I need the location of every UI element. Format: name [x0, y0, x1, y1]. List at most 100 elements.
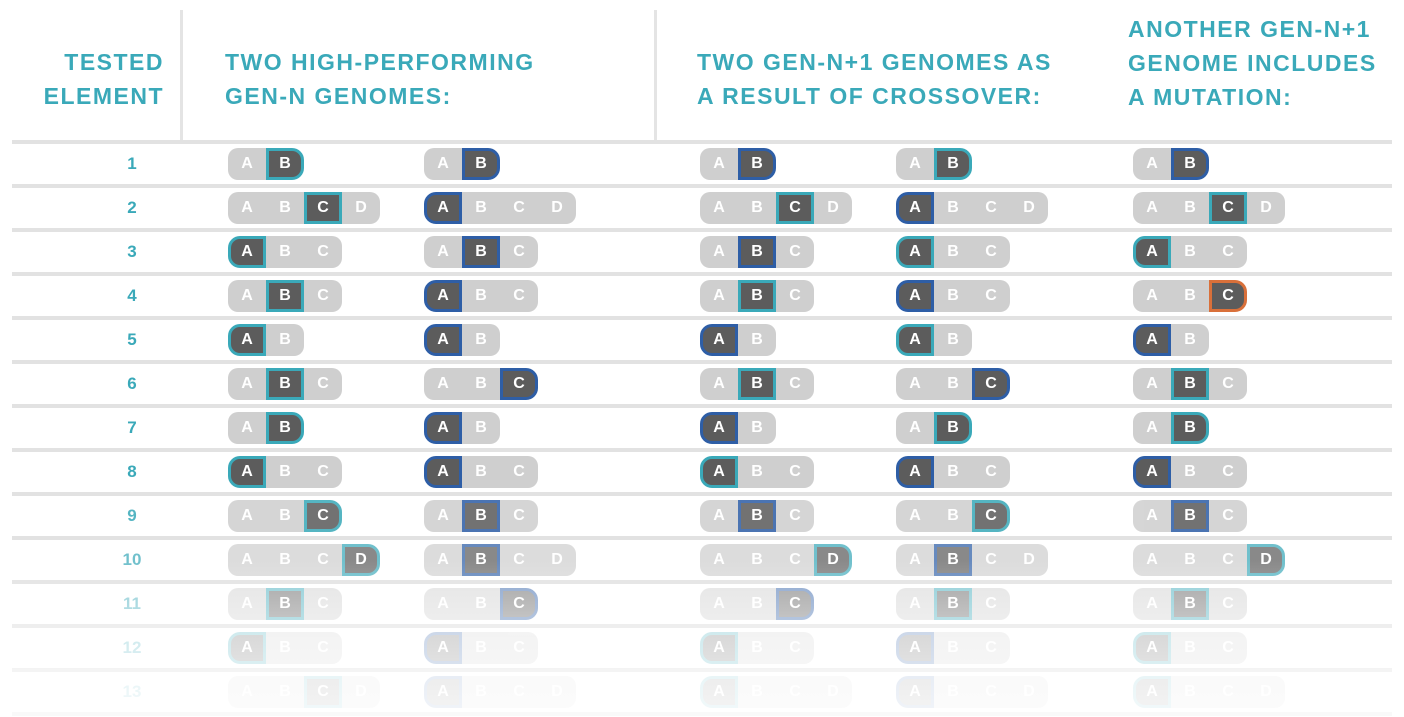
- gene-option-c: C: [500, 544, 538, 576]
- tested-element-number: 9: [127, 506, 137, 525]
- selected-gene-c: C: [500, 368, 538, 400]
- gene-option-c: C: [972, 280, 1010, 312]
- gene-option-c: C: [1209, 544, 1247, 576]
- gene-option-c: C: [304, 280, 342, 312]
- gene-option-a: A: [700, 368, 738, 400]
- selected-gene-c: C: [304, 500, 342, 532]
- gene-option-a: A: [896, 368, 934, 400]
- gene-option-c: C: [776, 280, 814, 312]
- gene-option-a: A: [424, 148, 462, 180]
- tested-element-number: 10: [122, 550, 142, 569]
- gene-option-c: C: [1209, 676, 1247, 708]
- gene-option-a: A: [228, 544, 266, 576]
- gene-option-d: D: [1010, 676, 1048, 708]
- gene-option-a: A: [228, 676, 266, 708]
- selected-gene-a: A: [896, 192, 934, 224]
- selected-gene-b: B: [1171, 148, 1209, 180]
- gene-option-c: C: [776, 676, 814, 708]
- gene-option-b: B: [738, 412, 776, 444]
- selected-gene-a: A: [1133, 236, 1171, 268]
- gene-option-a: A: [424, 500, 462, 532]
- selected-gene-b: B: [462, 544, 500, 576]
- gene-option-b: B: [266, 632, 304, 664]
- selected-gene-a: A: [700, 632, 738, 664]
- gene-option-c: C: [1209, 632, 1247, 664]
- gene-option-a: A: [424, 544, 462, 576]
- selected-gene-a: A: [896, 280, 934, 312]
- gene-option-c: C: [500, 500, 538, 532]
- row-divider: [12, 404, 1392, 408]
- selected-gene-b: B: [738, 148, 776, 180]
- gene-option-d: D: [814, 676, 852, 708]
- gene-option-b: B: [1171, 544, 1209, 576]
- tested-element-number: 4: [127, 286, 137, 305]
- gene-option-b: B: [462, 632, 500, 664]
- selected-gene-b: B: [462, 148, 500, 180]
- gene-option-c: C: [500, 456, 538, 488]
- gene-option-b: B: [462, 192, 500, 224]
- gene-option-b: B: [934, 236, 972, 268]
- gene-option-d: D: [1010, 192, 1048, 224]
- gene-option-d: D: [538, 544, 576, 576]
- row-divider: [12, 536, 1392, 540]
- gene-option-a: A: [700, 544, 738, 576]
- gene-option-b: B: [934, 456, 972, 488]
- selected-gene-a: A: [700, 324, 738, 356]
- gene-option-b: B: [738, 456, 776, 488]
- selected-gene-a: A: [424, 280, 462, 312]
- selected-gene-a: A: [1133, 456, 1171, 488]
- selected-gene-a: A: [1133, 632, 1171, 664]
- gene-option-b: B: [266, 500, 304, 532]
- gene-option-c: C: [1209, 368, 1247, 400]
- selected-gene-a: A: [700, 456, 738, 488]
- row-divider: [12, 668, 1392, 672]
- row-divider: [12, 316, 1392, 320]
- gene-option-b: B: [934, 632, 972, 664]
- gene-option-b: B: [934, 192, 972, 224]
- selected-gene-b: B: [1171, 368, 1209, 400]
- gene-option-a: A: [228, 500, 266, 532]
- gene-option-d: D: [814, 192, 852, 224]
- gene-option-a: A: [896, 544, 934, 576]
- row-divider: [12, 140, 1392, 144]
- selected-gene-b: B: [266, 588, 304, 620]
- selected-gene-a: A: [424, 412, 462, 444]
- selected-gene-b: B: [934, 148, 972, 180]
- gene-option-c: C: [972, 192, 1010, 224]
- crossover-heading: TWO GEN-N+1 GENOMES AS A RESULT OF CROSS…: [697, 49, 1052, 109]
- gene-option-a: A: [1133, 192, 1171, 224]
- gene-option-d: D: [342, 676, 380, 708]
- selected-gene-b: B: [738, 280, 776, 312]
- gene-option-b: B: [462, 412, 500, 444]
- column-divider: [654, 10, 657, 140]
- row-divider: [12, 360, 1392, 364]
- selected-gene-a: A: [424, 632, 462, 664]
